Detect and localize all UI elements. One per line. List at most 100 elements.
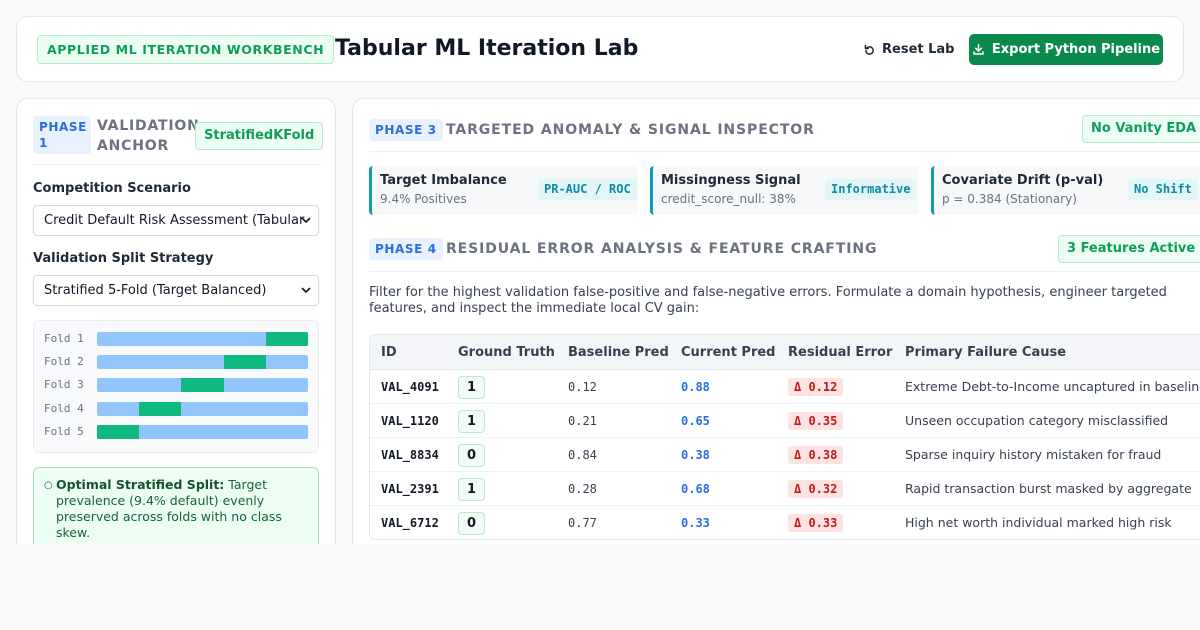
residual-error-badge: Δ 0.33 — [788, 514, 844, 532]
fold-row: Fold 3 — [44, 378, 308, 392]
baseline-pred: 0.21 — [568, 414, 597, 428]
phase-3-title: TARGETED ANOMALY & SIGNAL INSPECTOR — [446, 122, 815, 138]
row-id: VAL_6712 — [381, 516, 439, 530]
inspector-panel: PHASE 3 TARGETED ANOMALY & SIGNAL INSPEC… — [352, 98, 1200, 544]
fold-validation-segment — [139, 402, 182, 416]
table-row[interactable]: VAL_4091 1 0.12 0.88 Δ 0.12 Extreme Debt… — [370, 370, 1200, 404]
fold-validation-segment — [181, 378, 224, 392]
column-header: Baseline Pred — [568, 345, 669, 360]
residual-error-badge: Δ 0.32 — [788, 480, 844, 498]
chevron-down-icon — [301, 287, 311, 293]
stat-value: 9.4% Positives — [380, 192, 467, 206]
stat-name: Missingness Signal — [661, 173, 801, 188]
page-title: Tabular ML Iteration Lab — [335, 36, 639, 61]
scenario-select-value: Credit Default Risk Assessment (Tabular — [44, 213, 305, 228]
features-active-badge: 3 Features Active — [1058, 235, 1200, 263]
table-row[interactable]: VAL_8834 0 0.84 0.38 Δ 0.38 Sparse inqui… — [370, 438, 1200, 472]
download-icon — [973, 43, 984, 55]
missingness-signal-card: Missingness Signal credit_score_null: 38… — [650, 166, 919, 215]
reset-lab-label: Reset Lab — [882, 42, 955, 57]
baseline-pred: 0.12 — [568, 380, 597, 394]
split-method-badge: StratifiedKFold — [195, 122, 324, 150]
scenario-select[interactable]: Credit Default Risk Assessment (Tabular — [33, 205, 319, 236]
fold-train-bar — [97, 378, 308, 392]
residual-error-badge: Δ 0.35 — [788, 412, 844, 430]
fold-label: Fold 3 — [44, 378, 84, 391]
divider — [33, 164, 321, 165]
phase-3-tag: PHASE 3 — [369, 119, 443, 141]
app-header: APPLIED ML ITERATION WORKBENCH Tabular M… — [16, 16, 1184, 82]
table-row[interactable]: VAL_1120 1 0.21 0.65 Δ 0.35 Unseen occup… — [370, 404, 1200, 438]
table-header: ID Ground Truth Baseline Pred Current Pr… — [370, 335, 1200, 370]
fold-row: Fold 2 — [44, 355, 308, 369]
fold-label: Fold 2 — [44, 355, 84, 368]
current-pred: 0.38 — [681, 448, 710, 462]
residual-intro-text: Filter for the highest validation false-… — [369, 285, 1167, 316]
ground-truth-badge: 1 — [458, 376, 485, 399]
reset-lab-button[interactable]: Reset Lab — [863, 35, 954, 65]
stat-pill: PR-AUC / ROC — [538, 179, 637, 200]
failure-cause: Unseen occupation category misclassified — [905, 413, 1169, 428]
scenario-label: Competition Scenario — [33, 181, 191, 196]
callout-heading: Optimal Stratified Split: — [56, 477, 225, 492]
baseline-pred: 0.84 — [568, 448, 597, 462]
stat-name: Target Imbalance — [380, 173, 507, 188]
split-strategy-select-value: Stratified 5-Fold (Target Balanced) — [44, 283, 267, 298]
divider — [369, 151, 1200, 152]
ground-truth-badge: 1 — [458, 410, 485, 433]
residual-error-badge: Δ 0.12 — [788, 378, 844, 396]
stat-pill: No Shift — [1128, 179, 1198, 200]
failure-cause: High net worth individual marked high ri… — [905, 515, 1172, 530]
ground-truth-badge: 1 — [458, 478, 485, 501]
column-header: ID — [381, 345, 397, 360]
column-header: Ground Truth — [458, 345, 555, 360]
baseline-pred: 0.28 — [568, 482, 597, 496]
validation-anchor-panel: PHASE 1 VALIDATION ANCHOR StratifiedKFol… — [16, 98, 336, 544]
fold-train-bar — [97, 332, 308, 346]
row-id: VAL_1120 — [381, 414, 439, 428]
fold-train-bar — [97, 355, 308, 369]
callout-text: Target prevalence (9.4% default) evenly … — [56, 477, 282, 540]
failure-cause: Sparse inquiry history mistaken for frau… — [905, 447, 1162, 462]
current-pred: 0.65 — [681, 414, 710, 428]
split-insight-callout: ○ Optimal Stratified Split: Target preva… — [33, 467, 319, 544]
export-pipeline-button[interactable]: Export Python Pipeline — [969, 34, 1163, 65]
stat-value: p = 0.384 (Stationary) — [942, 192, 1077, 206]
fold-label: Fold 5 — [44, 425, 84, 438]
column-header: Current Pred — [681, 345, 776, 360]
row-id: VAL_8834 — [381, 448, 439, 462]
split-strategy-select[interactable]: Stratified 5-Fold (Target Balanced) — [33, 275, 319, 306]
stat-value: credit_score_null: 38% — [661, 192, 796, 206]
chevron-down-icon — [301, 217, 311, 223]
fold-validation-segment — [223, 355, 266, 369]
fold-label: Fold 4 — [44, 402, 84, 415]
residual-error-table: ID Ground Truth Baseline Pred Current Pr… — [369, 334, 1200, 540]
fold-visualizer: Fold 1 Fold 2 Fold 3 Fold 4 Fold 5 — [33, 320, 319, 453]
fold-train-bar — [97, 425, 308, 439]
divider — [369, 271, 1200, 272]
ground-truth-badge: 0 — [458, 444, 485, 467]
fold-label: Fold 1 — [44, 332, 84, 345]
reset-icon — [864, 44, 874, 55]
column-header: Residual Error — [788, 345, 893, 360]
circle-bullet-icon: ○ — [44, 480, 53, 491]
table-row[interactable]: VAL_6712 0 0.77 0.33 Δ 0.33 High net wor… — [370, 506, 1200, 539]
phase-1-tag: PHASE 1 — [33, 116, 91, 154]
current-pred: 0.33 — [681, 516, 710, 530]
stat-name: Covariate Drift (p-val) — [942, 173, 1104, 188]
current-pred: 0.68 — [681, 482, 710, 496]
table-row[interactable]: VAL_2391 1 0.28 0.68 Δ 0.32 Rapid transa… — [370, 472, 1200, 506]
workbench-badge: APPLIED ML ITERATION WORKBENCH — [37, 35, 335, 64]
row-id: VAL_2391 — [381, 482, 439, 496]
covariate-drift-card: Covariate Drift (p-val) p = 0.384 (Stati… — [931, 166, 1200, 215]
column-header: Primary Failure Cause — [905, 345, 1067, 360]
export-pipeline-label: Export Python Pipeline — [991, 42, 1161, 57]
fold-row: Fold 5 — [44, 425, 308, 439]
current-pred: 0.88 — [681, 380, 710, 394]
no-vanity-eda-badge: No Vanity EDA — [1082, 115, 1200, 143]
stat-pill: Informative — [825, 179, 917, 200]
fold-validation-segment — [97, 425, 140, 439]
phase-4-tag: PHASE 4 — [369, 238, 443, 260]
fold-row: Fold 4 — [44, 402, 308, 416]
fold-validation-segment — [265, 332, 308, 346]
